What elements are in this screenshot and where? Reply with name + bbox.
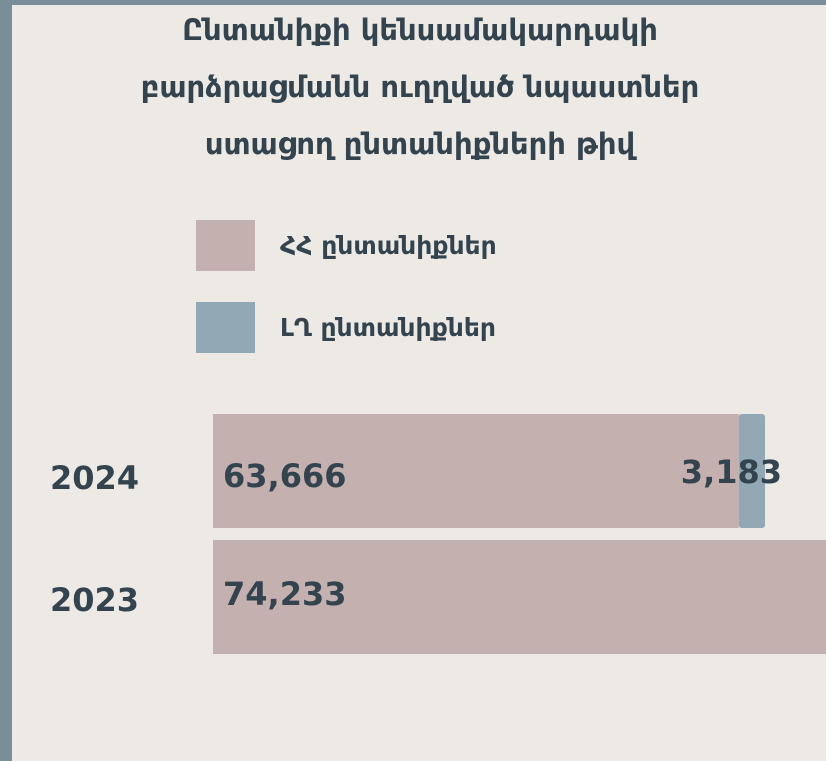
chart-title: ստացող ընտանիքների թիվ xyxy=(205,127,638,161)
legend-label: ՀՀ ընտանիքներ xyxy=(280,231,497,260)
value-label: 3,183 xyxy=(681,453,782,491)
chart-title: Ընտանիքի կենսամակարդակի xyxy=(182,13,658,47)
legend-swatch xyxy=(196,220,255,271)
legend-label: ԼՂ ընտանիքներ xyxy=(280,313,496,342)
value-label: 63,666 xyxy=(223,457,346,495)
legend-swatch xyxy=(196,302,255,353)
bar xyxy=(738,414,766,528)
chart-title: բարձրացմանն ուղղված նպաստներ xyxy=(141,70,700,104)
category-label: 2023 xyxy=(50,581,139,619)
value-label: 74,233 xyxy=(223,575,346,613)
bar xyxy=(213,540,826,654)
category-label: 2024 xyxy=(50,459,139,497)
bar xyxy=(213,414,739,528)
